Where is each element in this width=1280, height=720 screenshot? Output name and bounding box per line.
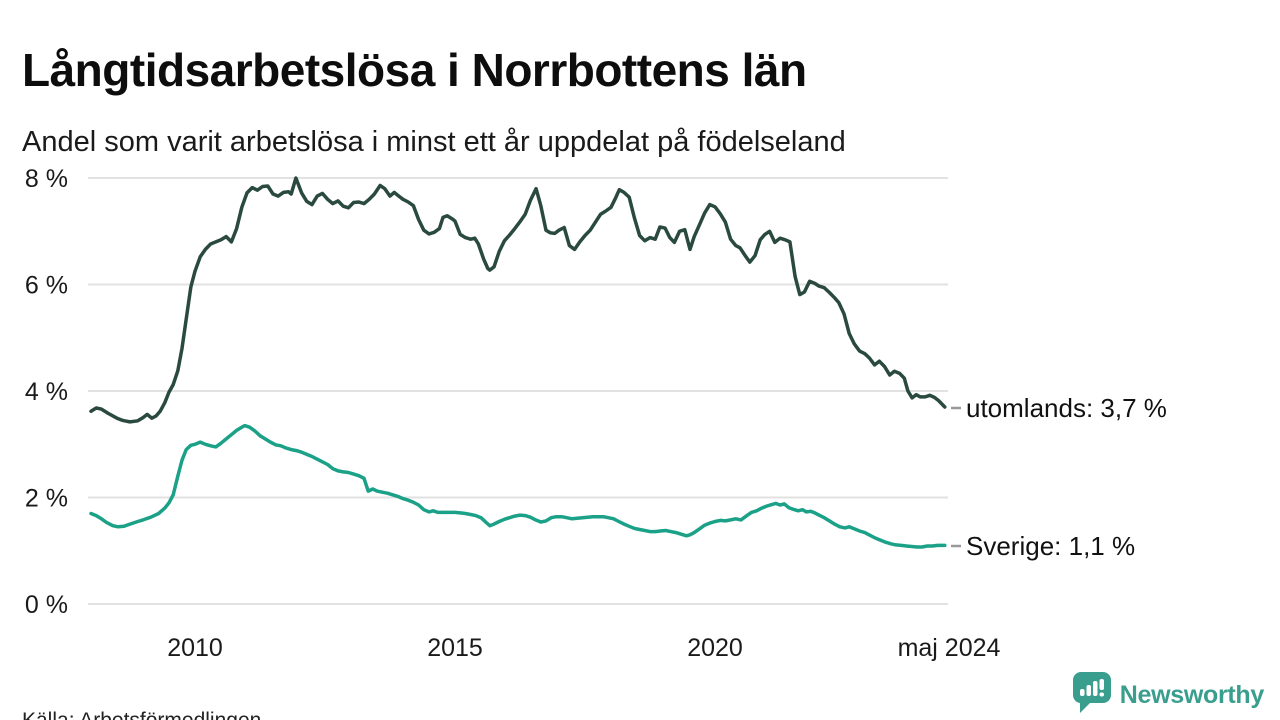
series-line-Sverige xyxy=(89,423,947,549)
y-tick-label: 0 % xyxy=(25,591,68,619)
brand-logo: Newsworthy xyxy=(1072,672,1265,719)
x-tick-label: 2015 xyxy=(427,634,483,662)
x-tick-label: 2020 xyxy=(687,634,743,662)
y-axis-tick-labels: 0 % 2 % 4 % 6 % 8 % xyxy=(25,165,68,619)
y-tick-label: 6 % xyxy=(25,272,68,300)
gridlines xyxy=(88,177,948,605)
series-line-utomlands xyxy=(89,176,947,424)
series-label-sverige: Sverige: 1,1 % xyxy=(966,531,1135,561)
series-label-utomlands: utomlands: 3,7 % xyxy=(966,393,1167,423)
y-tick-label: 8 % xyxy=(25,165,68,193)
series-lines xyxy=(89,176,947,549)
x-tick-label: 2010 xyxy=(167,634,223,662)
source-note: Källa: Arbetsförmedlingen xyxy=(22,709,261,720)
brand-name: Newsworthy xyxy=(1119,681,1265,709)
y-tick-label: 4 % xyxy=(25,378,68,406)
newsworthy-icon xyxy=(1072,672,1111,719)
y-tick-label: 2 % xyxy=(25,485,68,513)
page-title: Långtidsarbetslösa i Norrbottens län xyxy=(22,43,807,96)
x-axis-tick-labels: 2010 2015 2020 maj 2024 xyxy=(167,634,1000,662)
page-subtitle: Andel som varit arbetslösa i minst ett å… xyxy=(22,126,846,158)
x-tick-label: maj 2024 xyxy=(898,634,1001,662)
